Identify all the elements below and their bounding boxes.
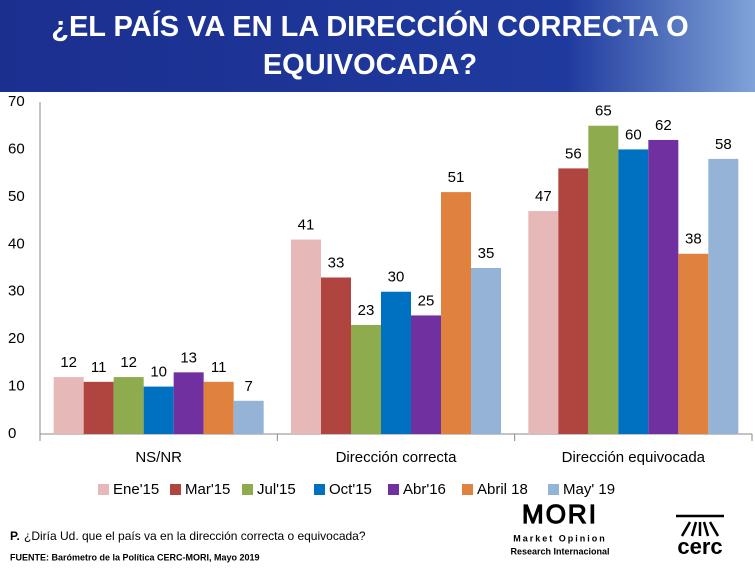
- legend-label: Abr'16: [403, 481, 446, 498]
- data-label: 51: [448, 169, 465, 186]
- y-tick-label: 0: [8, 425, 16, 442]
- bar: [588, 125, 619, 434]
- data-label: 41: [298, 217, 315, 234]
- y-tick-label: 10: [8, 378, 25, 395]
- legend-label: Oct'15: [329, 481, 372, 498]
- y-tick-label: 60: [8, 140, 25, 157]
- y-tick-label: 30: [8, 283, 25, 300]
- legend-swatch: [548, 484, 559, 495]
- legend-label: Abril 18: [477, 481, 528, 498]
- bar: [411, 315, 441, 434]
- data-label: 62: [655, 117, 672, 134]
- bar: [143, 386, 174, 434]
- bar: [528, 211, 559, 434]
- bar: [83, 381, 114, 434]
- bar: [291, 239, 321, 434]
- bar: [558, 168, 589, 434]
- legend-swatch: [462, 484, 473, 495]
- question-label: P.: [10, 529, 20, 543]
- legend-swatch: [242, 484, 253, 495]
- logo-cerc: cerc: [677, 534, 722, 559]
- data-label: 60: [625, 126, 642, 143]
- data-label: 11: [91, 359, 107, 376]
- y-tick-label: 20: [8, 330, 25, 347]
- y-tick-label: 70: [8, 93, 25, 110]
- chart-title: ¿EL PAÍS VA EN LA DIRECCIÓN CORRECTA O E…: [51, 11, 689, 81]
- title-banner: [0, 0, 755, 92]
- bar: [618, 149, 649, 434]
- bar: [321, 277, 351, 434]
- x-tick-label: Dirección correcta: [336, 449, 458, 466]
- data-label: 12: [120, 354, 137, 371]
- bar: [351, 324, 381, 434]
- data-label: 65: [595, 103, 612, 120]
- legend-label: May' 19: [563, 481, 615, 498]
- data-label: 33: [328, 254, 345, 271]
- data-label: 25: [418, 292, 435, 309]
- bar: [678, 253, 709, 434]
- data-label: 13: [180, 349, 197, 366]
- x-tick-label: NS/NR: [135, 449, 182, 466]
- bar: [113, 377, 144, 434]
- logo-mori: MORI: [522, 499, 598, 529]
- data-label: 11: [211, 359, 227, 376]
- data-label: 58: [715, 136, 732, 153]
- logo-cerc-icon: [676, 514, 724, 537]
- bar: [173, 372, 204, 434]
- bar: [233, 400, 264, 434]
- bar: [708, 158, 739, 434]
- x-tick-label: Dirección equivocada: [562, 449, 706, 466]
- legend-swatch: [98, 484, 109, 495]
- data-label: 12: [60, 354, 77, 371]
- data-label: 23: [358, 302, 375, 319]
- source: FUENTE: Barómetro de la Política CERC-MO…: [10, 552, 260, 562]
- data-label: 35: [478, 245, 495, 262]
- y-tick-label: 50: [8, 188, 25, 205]
- legend-label: Ene'15: [113, 481, 159, 498]
- bar: [203, 381, 234, 434]
- data-label: 7: [244, 378, 252, 395]
- question: ¿Diría Ud. que el país va en la direcció…: [24, 529, 366, 543]
- logo-mori-sub: Research Internacional: [510, 546, 609, 556]
- data-label: 38: [685, 231, 702, 248]
- legend-swatch: [388, 484, 399, 495]
- legend-swatch: [170, 484, 181, 495]
- data-label: 10: [150, 364, 167, 381]
- data-label: 30: [388, 269, 405, 286]
- legend-swatch: [314, 484, 325, 495]
- data-label: 56: [565, 145, 582, 162]
- legend-label: Jul'15: [257, 481, 296, 498]
- data-label: 47: [535, 188, 552, 205]
- y-tick-label: 40: [8, 235, 25, 252]
- bar: [441, 192, 471, 434]
- bar: [648, 139, 679, 434]
- legend-label: Mar'15: [185, 481, 230, 498]
- bar: [381, 291, 411, 434]
- logo-mori-sub: Market Opinion: [513, 533, 607, 543]
- bar: [471, 268, 501, 434]
- bar: [53, 377, 84, 434]
